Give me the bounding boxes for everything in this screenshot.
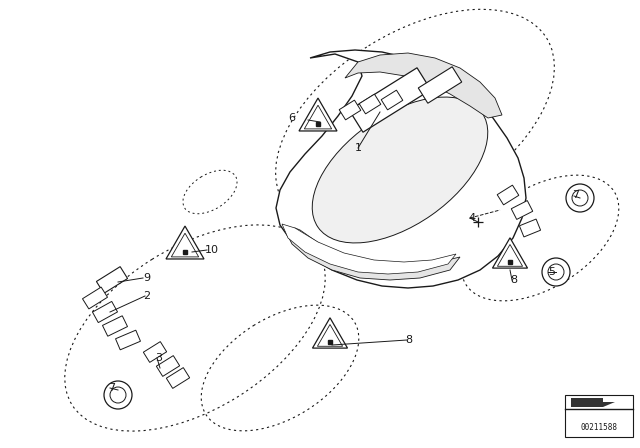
Polygon shape	[299, 98, 337, 131]
Circle shape	[548, 264, 564, 280]
Polygon shape	[493, 238, 527, 268]
Text: 8: 8	[405, 335, 412, 345]
Bar	[97, 267, 127, 293]
Bar	[339, 100, 361, 120]
Polygon shape	[345, 53, 502, 118]
Text: 1: 1	[355, 143, 362, 153]
Circle shape	[566, 184, 594, 212]
Bar	[359, 94, 381, 114]
Bar	[349, 68, 431, 132]
Polygon shape	[285, 228, 460, 280]
Text: 10: 10	[205, 245, 219, 255]
Polygon shape	[312, 318, 348, 348]
Text: 7: 7	[108, 383, 115, 393]
Bar	[156, 356, 180, 376]
Text: 9: 9	[143, 273, 150, 283]
Circle shape	[542, 258, 570, 286]
Polygon shape	[282, 224, 456, 274]
Circle shape	[572, 190, 588, 206]
Text: 6: 6	[288, 113, 295, 123]
Text: 4: 4	[468, 213, 475, 223]
Ellipse shape	[312, 97, 488, 243]
Text: 5: 5	[548, 267, 555, 277]
Polygon shape	[166, 226, 204, 259]
Bar	[419, 67, 461, 103]
Bar	[520, 219, 541, 237]
Polygon shape	[571, 398, 615, 407]
Bar	[116, 330, 140, 350]
Bar	[102, 316, 127, 336]
Bar	[143, 342, 166, 362]
Bar	[381, 90, 403, 110]
Bar	[166, 368, 189, 388]
Text: 7: 7	[572, 190, 579, 200]
Text: 2: 2	[143, 291, 150, 301]
Text: 8: 8	[510, 275, 517, 285]
Bar	[92, 302, 118, 323]
Bar	[83, 287, 108, 309]
Text: 3: 3	[155, 353, 162, 363]
Bar	[565, 395, 633, 437]
Circle shape	[110, 387, 126, 403]
Text: 00211588: 00211588	[580, 422, 618, 431]
Bar	[511, 201, 532, 220]
Polygon shape	[276, 50, 526, 288]
Circle shape	[104, 381, 132, 409]
Bar	[497, 185, 519, 205]
